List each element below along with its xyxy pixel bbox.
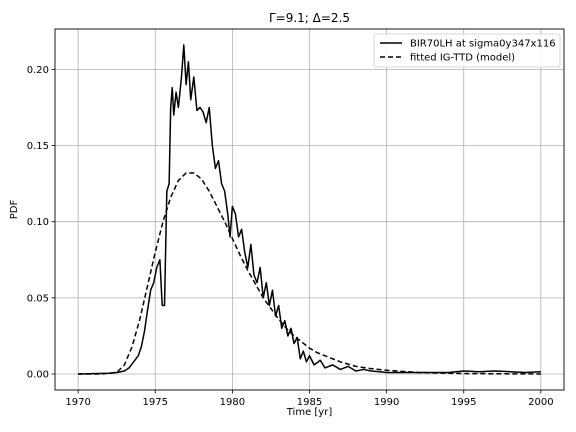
x-tick-label: 2000 [528, 397, 553, 408]
legend-label-observed: BIR70LH at sigma0y347x116 [410, 39, 556, 50]
y-tick-label: 0.05 [27, 293, 49, 304]
chart-title: Γ=9.1; Δ=2.5 [269, 11, 350, 25]
x-tick-label: 1995 [451, 397, 476, 408]
y-axis-label: PDF [9, 200, 20, 220]
observed-series-line [78, 44, 541, 375]
x-axis-label: Time [yr] [286, 407, 333, 418]
x-axis-ticks: 1970 1975 1980 1985 1990 1995 2000 [65, 390, 554, 408]
y-axis-ticks: 0.00 0.05 0.10 0.15 0.20 [27, 65, 55, 381]
legend-label-model: fitted IG-TTD (model) [410, 53, 515, 64]
y-tick-label: 0.00 [27, 370, 49, 381]
y-tick-label: 0.20 [27, 65, 49, 76]
plot-series [78, 44, 541, 375]
x-tick-label: 1990 [374, 397, 399, 408]
model-series-line [78, 172, 541, 375]
x-tick-label: 1970 [65, 397, 90, 408]
legend-box [373, 33, 561, 68]
x-tick-label: 1985 [297, 397, 322, 408]
x-tick-label: 1975 [143, 397, 168, 408]
legend: BIR70LH at sigma0y347x116 fitted IG-TTD … [373, 33, 561, 68]
x-tick-label: 1980 [220, 397, 245, 408]
y-tick-label: 0.15 [27, 141, 49, 152]
y-tick-label: 0.10 [27, 217, 49, 228]
